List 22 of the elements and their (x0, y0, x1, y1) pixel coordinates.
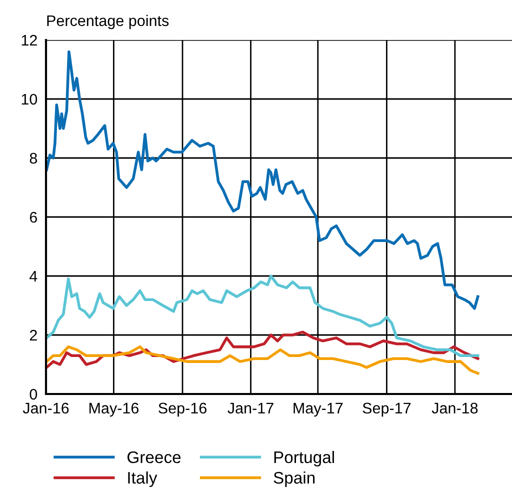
y-tick-label: 2 (30, 330, 37, 341)
y-tick-label: 8 (30, 152, 38, 164)
x-tick-label: Jan-16 (22, 402, 69, 414)
legend-label: Spain (274, 471, 315, 487)
x-tick-label: Sep-17 (362, 402, 411, 417)
x-tick-label: Jan-17 (228, 402, 274, 414)
x-tick-label: Jan-18 (432, 402, 478, 414)
line-series (46, 274, 480, 358)
line-series (46, 50, 480, 310)
legend-label: Portugal (274, 450, 334, 466)
y-tick-label: 6 (30, 212, 37, 223)
y-axis-title: Percentage points (47, 14, 169, 30)
x-tick-label: May-16 (89, 402, 138, 417)
line-series (46, 345, 480, 375)
y-tick-label: 10 (22, 94, 38, 105)
legend-label: Greece (128, 451, 181, 464)
y-tick-label: 0 (30, 388, 38, 400)
y-tick-label: 12 (22, 34, 37, 46)
x-tick-label: May-17 (294, 402, 343, 417)
x-tick-label: Sep-16 (158, 402, 206, 417)
legend-label: Italy (128, 471, 158, 487)
y-tick-label: 4 (30, 271, 38, 282)
